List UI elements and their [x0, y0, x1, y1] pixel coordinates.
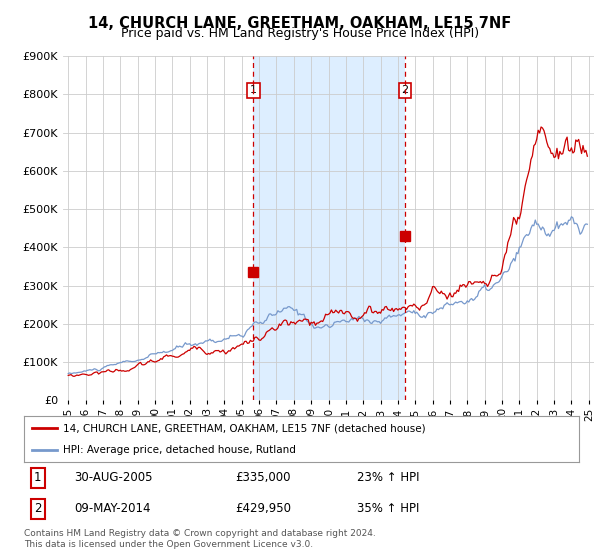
- Text: 14, CHURCH LANE, GREETHAM, OAKHAM, LE15 7NF: 14, CHURCH LANE, GREETHAM, OAKHAM, LE15 …: [88, 16, 512, 31]
- Text: HPI: Average price, detached house, Rutland: HPI: Average price, detached house, Rutl…: [63, 445, 296, 455]
- Bar: [253, 56, 405, 400]
- Text: 35% ↑ HPI: 35% ↑ HPI: [357, 502, 419, 515]
- Text: £335,000: £335,000: [235, 471, 290, 484]
- Text: 14, CHURCH LANE, GREETHAM, OAKHAM, LE15 7NF (detached house): 14, CHURCH LANE, GREETHAM, OAKHAM, LE15 …: [63, 423, 425, 433]
- Text: 30-AUG-2005: 30-AUG-2005: [74, 471, 152, 484]
- Text: 09-MAY-2014: 09-MAY-2014: [74, 502, 151, 515]
- Text: 2: 2: [34, 502, 41, 515]
- Text: £429,950: £429,950: [235, 502, 291, 515]
- Text: Contains HM Land Registry data © Crown copyright and database right 2024.
This d: Contains HM Land Registry data © Crown c…: [24, 529, 376, 549]
- Text: 1: 1: [250, 86, 257, 95]
- Text: 1: 1: [34, 471, 41, 484]
- Text: 23% ↑ HPI: 23% ↑ HPI: [357, 471, 419, 484]
- Text: 2: 2: [401, 86, 409, 95]
- Text: Price paid vs. HM Land Registry's House Price Index (HPI): Price paid vs. HM Land Registry's House …: [121, 27, 479, 40]
